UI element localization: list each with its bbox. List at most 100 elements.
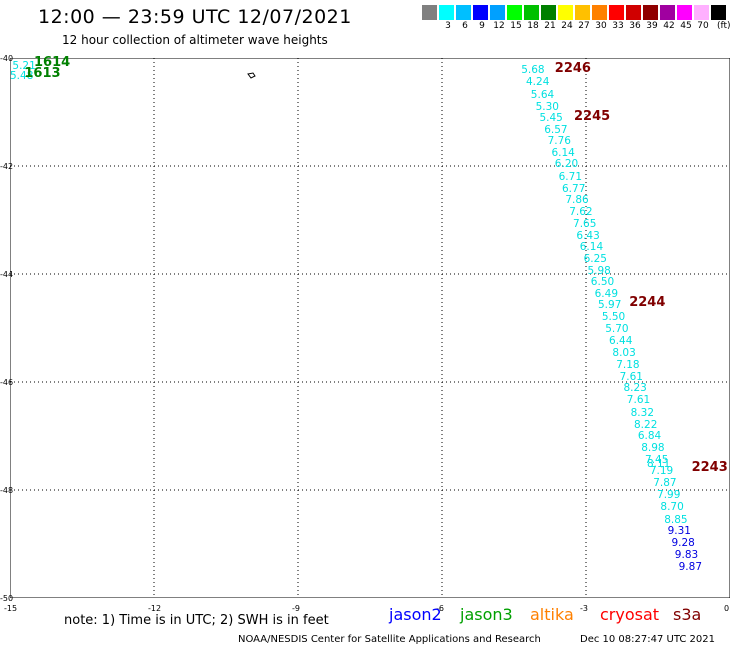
lon-tick-label: -12 bbox=[148, 604, 162, 613]
wave-height-value: 7.61 bbox=[626, 394, 651, 407]
wave-height-value: 5.45 bbox=[539, 112, 563, 125]
wave-height-value: 6.50 bbox=[590, 276, 615, 289]
island-outline bbox=[247, 72, 256, 79]
legend-tick-label: 27 bbox=[578, 21, 590, 31]
footer-timestamp: Dec 10 08:27:47 UTC 2021 bbox=[580, 634, 715, 645]
wave-height-value: 6.49 bbox=[594, 287, 619, 300]
wave-height-value: 6.25 bbox=[583, 252, 607, 265]
map-frame bbox=[10, 58, 730, 598]
wave-height-value: 7.61 bbox=[619, 370, 643, 383]
pass-time-label: 1614 bbox=[34, 55, 71, 71]
legend-tick-label: 30 bbox=[595, 21, 607, 31]
wave-height-value: 9.87 bbox=[678, 560, 703, 573]
page-subtitle: 12 hour collection of altimeter wave hei… bbox=[62, 33, 328, 47]
wave-height-value: 7.45 bbox=[645, 453, 669, 466]
wave-height-value: 8.32 bbox=[630, 406, 655, 419]
wave-height-value: 7.19 bbox=[649, 465, 674, 478]
lat-tick-label: -46 bbox=[0, 378, 14, 387]
wave-height-value: 5.98 bbox=[587, 264, 611, 277]
wave-height-value: 6.57 bbox=[544, 123, 568, 136]
lon-tick-label: 0 bbox=[724, 604, 730, 613]
pass-time-label: 2246 bbox=[554, 60, 591, 76]
wave-height-value: 7.65 bbox=[573, 217, 597, 230]
wave-height-value: 5.48 bbox=[10, 69, 34, 82]
wave-height-value: 5.97 bbox=[598, 299, 622, 312]
lon-tick-label: -15 bbox=[4, 604, 18, 613]
wave-height-value: 5.68 bbox=[521, 63, 545, 76]
legend-swatch bbox=[592, 5, 607, 20]
satellite-name-altika: altika bbox=[530, 605, 574, 624]
legend-swatch bbox=[490, 5, 505, 20]
wave-height-value: 6.14 bbox=[579, 241, 604, 253]
legend-tick-label: 3 bbox=[445, 21, 451, 31]
legend-swatch bbox=[694, 5, 709, 20]
legend-tick-label: 6 bbox=[462, 21, 468, 31]
wave-height-value: 6.71 bbox=[558, 170, 583, 183]
page-title: 12:00 — 23:59 UTC 12/07/2021 bbox=[38, 6, 352, 28]
legend-swatch bbox=[660, 5, 675, 20]
lat-tick-label: -42 bbox=[0, 162, 14, 171]
pass-time-label: 2244 bbox=[629, 295, 666, 311]
legend-swatch bbox=[473, 5, 488, 20]
wave-height-value: 8.23 bbox=[623, 382, 647, 395]
legend-tick-label: 12 bbox=[493, 21, 505, 31]
wave-height-value: 7.62 bbox=[569, 205, 593, 218]
wave-height-value: 6.43 bbox=[576, 229, 600, 242]
legend-swatch bbox=[609, 5, 624, 20]
wave-height-value: 7.99 bbox=[657, 489, 681, 502]
wave-height-value: 8.11 bbox=[646, 458, 671, 471]
legend-tick-label: 33 bbox=[612, 21, 624, 31]
note-text: note: 1) Time is in UTC; 2) SWH is in fe… bbox=[64, 613, 329, 628]
legend-swatch bbox=[456, 5, 471, 20]
wave-height-value: 8.85 bbox=[664, 513, 688, 526]
wave-height-value: 7.18 bbox=[616, 358, 640, 371]
wave-height-value: 8.70 bbox=[660, 501, 684, 514]
wave-height-value: 7.86 bbox=[565, 194, 589, 207]
wave-height-value: 4.24 bbox=[526, 76, 550, 89]
legend-swatch bbox=[711, 5, 726, 20]
legend-tick-label: 18 bbox=[527, 21, 539, 31]
legend-swatch bbox=[558, 5, 573, 20]
lat-tick-label: -40 bbox=[0, 54, 14, 63]
wave-height-value: 6.77 bbox=[562, 182, 586, 195]
pass-time-label: 2243 bbox=[691, 460, 728, 476]
legend-swatch bbox=[422, 5, 437, 20]
legend-swatch bbox=[541, 5, 556, 20]
satellite-name-cryosat: cryosat bbox=[600, 605, 660, 624]
legend-swatch bbox=[643, 5, 658, 20]
legend-tick-label: 39 bbox=[646, 21, 658, 31]
wave-height-value: 5.21 bbox=[12, 60, 36, 73]
footer-credit: NOAA/NESDIS Center for Satellite Applica… bbox=[238, 634, 541, 645]
legend-tick-label: 70 bbox=[697, 21, 709, 31]
wave-height-value: 9.83 bbox=[674, 548, 699, 561]
legend-unit: (ft) bbox=[717, 21, 731, 31]
satellite-name-s3a: s3a bbox=[673, 605, 702, 624]
wave-height-value: 8.03 bbox=[612, 346, 636, 359]
wave-height-value: 9.31 bbox=[667, 525, 691, 538]
legend-tick-label: 9 bbox=[479, 21, 485, 31]
satellite-name-jason2: jason2 bbox=[389, 605, 442, 624]
lon-tick-label: -6 bbox=[436, 604, 444, 613]
pass-time-label: 2245 bbox=[574, 108, 611, 124]
legend-swatch bbox=[524, 5, 539, 20]
legend-tick-label: 15 bbox=[510, 21, 522, 31]
lat-tick-label: -50 bbox=[0, 594, 14, 603]
legend-swatch bbox=[575, 5, 590, 20]
legend-tick-label: 45 bbox=[680, 21, 692, 31]
legend-tick-label: 24 bbox=[561, 21, 573, 31]
wave-height-value: 6.84 bbox=[637, 430, 662, 442]
pass-time-label: 1613 bbox=[24, 66, 61, 82]
satellite-name-jason3: jason3 bbox=[460, 605, 513, 624]
wave-height-map[interactable] bbox=[10, 58, 730, 598]
wave-height-value: 7.87 bbox=[653, 476, 677, 489]
wave-height-value: 6.14 bbox=[551, 146, 575, 159]
legend-tick-label: 21 bbox=[544, 21, 556, 31]
lat-tick-label: -44 bbox=[0, 270, 14, 279]
wave-height-value: 8.22 bbox=[634, 418, 658, 431]
legend-swatch bbox=[626, 5, 641, 20]
wave-height-value: 8.98 bbox=[641, 441, 665, 454]
wave-height-value: 5.30 bbox=[535, 100, 559, 113]
lon-tick-label: -9 bbox=[292, 604, 300, 613]
grid-lines bbox=[10, 58, 730, 598]
lon-tick-label: -3 bbox=[580, 604, 588, 613]
